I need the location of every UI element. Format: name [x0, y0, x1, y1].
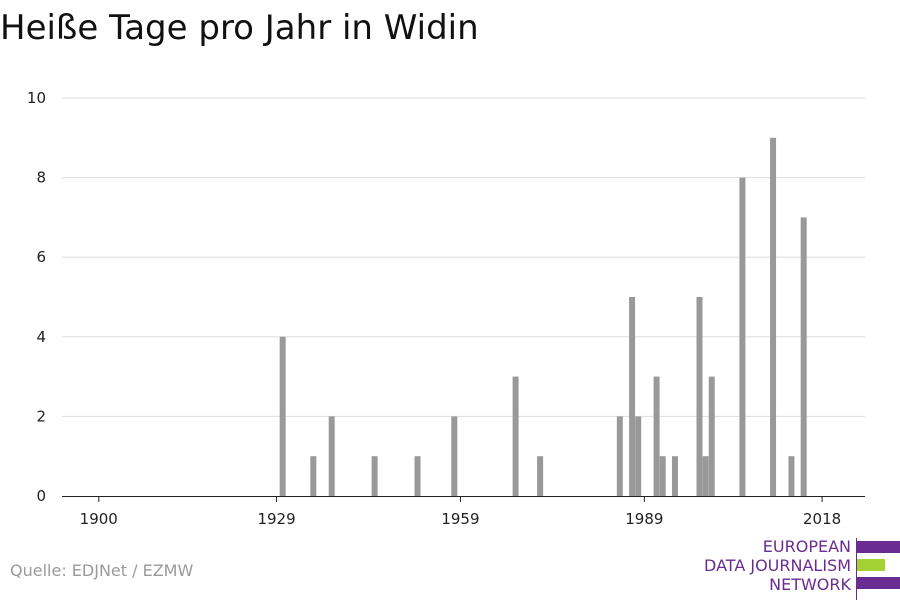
x-tick-label: 1989 — [625, 510, 663, 528]
bar — [537, 456, 544, 496]
bar — [451, 416, 458, 496]
logo-bar-bottom — [857, 577, 900, 589]
y-tick-label: 2 — [36, 407, 46, 425]
y-tick-label: 8 — [36, 169, 46, 187]
y-tick-label: 4 — [36, 328, 46, 346]
logo-divider — [856, 538, 857, 600]
x-tick-label: 1959 — [441, 510, 479, 528]
chart-title: Heiße Tage pro Jahr in Widin — [0, 8, 479, 48]
bar — [279, 336, 286, 496]
y-axis-ticks: 0 2 4 6 8 10 — [27, 89, 46, 505]
bar — [328, 416, 335, 496]
bar — [659, 456, 666, 496]
bar — [310, 456, 317, 496]
x-tick-label: 1900 — [80, 510, 118, 528]
x-tick-label: 1929 — [257, 510, 295, 528]
bar — [653, 376, 660, 496]
logo-bar-middle — [857, 559, 885, 571]
bar — [696, 297, 703, 496]
y-tick-label: 10 — [27, 89, 46, 107]
bar — [702, 456, 709, 496]
bar — [770, 137, 777, 497]
logo-line-european: EUROPEAN — [762, 537, 851, 556]
logo-line-data-journalism: DATA JOURNALISM — [704, 556, 851, 575]
bar — [616, 416, 623, 496]
bar — [671, 456, 678, 496]
edjnet-logo: EUROPEAN DATA JOURNALISM NETWORK — [700, 538, 900, 600]
y-tick-label: 6 — [36, 248, 46, 266]
bar — [788, 456, 795, 496]
bar — [414, 456, 421, 496]
grid-lines — [62, 97, 865, 417]
x-tick-label: 2018 — [803, 510, 841, 528]
bar — [629, 297, 636, 496]
y-tick-label: 0 — [36, 487, 46, 505]
source-note: Quelle: EDJNet / EZMW — [10, 561, 194, 580]
bar — [371, 456, 378, 496]
logo-line-network: NETWORK — [769, 575, 851, 594]
logo-bar-top — [857, 541, 900, 553]
bars — [279, 137, 807, 497]
x-axis-ticks: 1900 1929 1959 1989 2018 — [80, 496, 841, 528]
bar — [635, 416, 642, 496]
bar — [708, 376, 715, 496]
bar — [512, 376, 519, 496]
bar — [739, 177, 746, 496]
bar — [800, 217, 807, 496]
